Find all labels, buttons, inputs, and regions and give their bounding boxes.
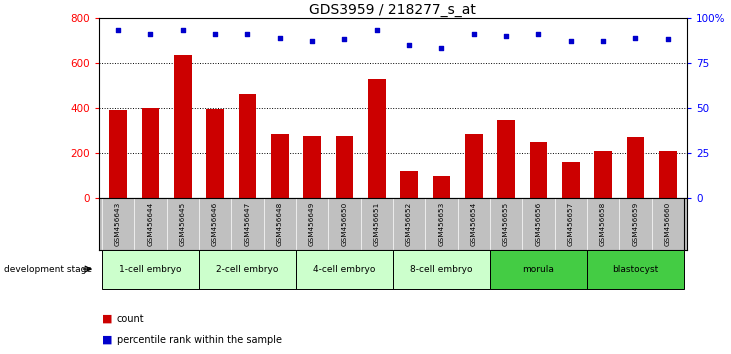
- Point: [500, 33, 512, 39]
- Bar: [296, 250, 393, 289]
- Text: GSM456649: GSM456649: [309, 202, 315, 246]
- Point: [597, 38, 609, 44]
- Point: [468, 31, 480, 37]
- Text: GSM456647: GSM456647: [244, 202, 251, 246]
- Bar: [238, 95, 257, 198]
- Bar: [562, 162, 580, 198]
- Text: development stage: development stage: [4, 264, 91, 274]
- Point: [209, 31, 221, 37]
- Bar: [303, 136, 321, 198]
- Text: ■: ■: [102, 335, 113, 345]
- Text: GSM456651: GSM456651: [374, 202, 379, 246]
- Text: count: count: [117, 314, 145, 324]
- Bar: [393, 250, 490, 289]
- Text: GSM456648: GSM456648: [277, 202, 283, 246]
- Text: GSM456658: GSM456658: [600, 202, 606, 246]
- Text: GSM456644: GSM456644: [148, 202, 154, 246]
- Bar: [626, 137, 644, 198]
- Point: [306, 38, 318, 44]
- Bar: [529, 142, 548, 198]
- Text: GSM456654: GSM456654: [471, 202, 477, 246]
- Point: [274, 35, 286, 40]
- Bar: [497, 120, 515, 198]
- Point: [533, 31, 545, 37]
- Text: 1-cell embryo: 1-cell embryo: [119, 264, 182, 274]
- Text: ■: ■: [102, 314, 113, 324]
- Point: [371, 28, 382, 33]
- Text: GSM456660: GSM456660: [664, 202, 671, 246]
- Text: 4-cell embryo: 4-cell embryo: [313, 264, 376, 274]
- Text: 2-cell embryo: 2-cell embryo: [216, 264, 279, 274]
- Text: GSM456643: GSM456643: [115, 202, 121, 246]
- Bar: [594, 151, 612, 198]
- Bar: [336, 136, 353, 198]
- Text: GSM456653: GSM456653: [439, 202, 444, 246]
- Title: GDS3959 / 218277_s_at: GDS3959 / 218277_s_at: [309, 3, 477, 17]
- Point: [436, 46, 447, 51]
- Text: GSM456657: GSM456657: [568, 202, 574, 246]
- Point: [565, 38, 577, 44]
- Text: 8-cell embryo: 8-cell embryo: [410, 264, 473, 274]
- Text: GSM456645: GSM456645: [180, 202, 186, 246]
- Point: [145, 31, 156, 37]
- Point: [241, 31, 253, 37]
- Point: [113, 28, 124, 33]
- Text: GSM456646: GSM456646: [212, 202, 218, 246]
- Bar: [102, 250, 199, 289]
- Bar: [206, 109, 224, 198]
- Bar: [174, 55, 192, 198]
- Bar: [465, 134, 482, 198]
- Bar: [271, 134, 289, 198]
- Text: GSM456652: GSM456652: [406, 202, 412, 246]
- Point: [404, 42, 415, 47]
- Point: [177, 28, 189, 33]
- Bar: [587, 250, 684, 289]
- Bar: [400, 171, 418, 198]
- Point: [662, 36, 673, 42]
- Bar: [142, 108, 159, 198]
- Text: GSM456656: GSM456656: [535, 202, 542, 246]
- Text: percentile rank within the sample: percentile rank within the sample: [117, 335, 282, 345]
- Text: morula: morula: [523, 264, 554, 274]
- Bar: [109, 110, 127, 198]
- Text: GSM456650: GSM456650: [341, 202, 347, 246]
- Bar: [433, 176, 450, 198]
- Bar: [659, 151, 677, 198]
- Bar: [199, 250, 296, 289]
- Point: [629, 35, 641, 40]
- Bar: [368, 79, 386, 198]
- Text: GSM456659: GSM456659: [632, 202, 638, 246]
- Bar: [490, 250, 587, 289]
- Point: [338, 36, 350, 42]
- Text: blastocyst: blastocyst: [613, 264, 659, 274]
- Text: GSM456655: GSM456655: [503, 202, 509, 246]
